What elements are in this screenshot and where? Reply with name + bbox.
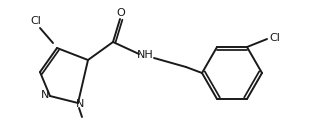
Text: NH: NH	[137, 50, 153, 60]
Text: O: O	[117, 8, 126, 18]
Text: N: N	[76, 99, 84, 109]
Text: N: N	[41, 90, 49, 100]
Text: Cl: Cl	[270, 33, 281, 43]
Text: Cl: Cl	[30, 16, 41, 26]
